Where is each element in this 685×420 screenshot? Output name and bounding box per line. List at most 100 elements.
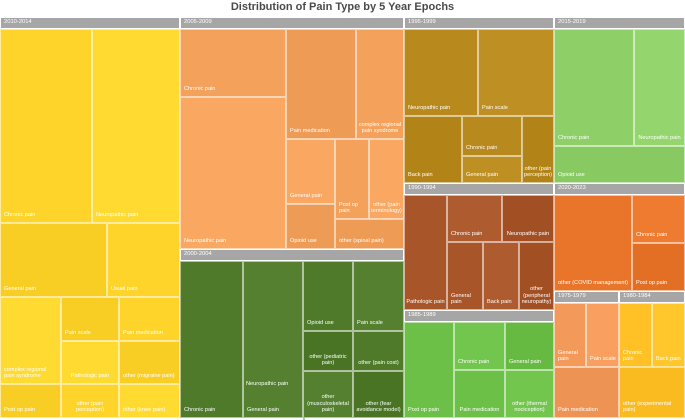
tile-label: Chronic pain: [184, 86, 216, 93]
treemap-tile: General pain: [0, 223, 107, 297]
tile-label: Pain medication: [459, 407, 500, 414]
treemap-tile: Chronic pain: [554, 29, 634, 146]
treemap-tile: General pain: [554, 303, 586, 367]
treemap-tile: Post op pain: [0, 384, 61, 418]
treemap-tile: other (peripheral neuropathy): [519, 242, 554, 310]
tile-label: General pain: [466, 172, 499, 179]
epoch-header: 2020-2023: [554, 183, 685, 195]
tile-label: Neuropathic pain: [408, 105, 451, 112]
chart-title: Distribution of Pain Type by 5 Year Epoc…: [230, 1, 455, 13]
treemap-tile: other (fear avoidance model): [353, 371, 404, 418]
tile-label: other (COVID management): [558, 280, 628, 287]
tile-label: Post op pain: [339, 201, 358, 215]
epoch-header: 1980-1984: [619, 291, 685, 303]
tile-label: Back pain: [408, 172, 433, 179]
tile-label: Chronic pain: [184, 407, 216, 414]
tile-label: complex regional pain syndrome: [358, 121, 402, 135]
treemap-tile: Chronic pain: [619, 303, 652, 367]
tile-label: other (musculoskeletal pain): [307, 394, 349, 414]
treemap-tile: Opioid use: [286, 204, 335, 249]
epoch-header: 1985-1989: [404, 310, 554, 322]
treemap-tile: Chronic pain: [447, 195, 502, 242]
tile-label: Opioid use: [307, 320, 334, 327]
treemap-tile: other (spinal pain): [335, 219, 404, 249]
epoch-header: 2010-2014: [0, 17, 180, 29]
treemap-tile: Opioid use: [554, 146, 685, 183]
tile-label: Chronic pain: [451, 231, 483, 238]
treemap-tile: Post op pain: [335, 139, 369, 219]
tile-label: other (pain terminology): [371, 201, 402, 215]
treemap-tile: Neuropathic pain: [92, 29, 180, 223]
tile-label: Opioid use: [290, 238, 317, 245]
treemap-tile: Post op pain: [632, 243, 685, 291]
tile-label: other (peripheral neuropathy): [521, 286, 552, 306]
treemap-tile: other (pain terminology): [369, 139, 404, 219]
epoch-header: 1975-1979: [554, 291, 619, 303]
treemap-tile: Opioid use: [303, 261, 353, 331]
treemap-tile: other (pediatric pain): [303, 331, 353, 371]
treemap-tile: other (pain perception): [61, 384, 119, 418]
treemap-tile: Pain scale: [478, 29, 554, 116]
tile-label: Chronic pain: [623, 349, 643, 363]
tile-label: Neuropathic pain: [638, 135, 681, 142]
tile-label: Neuropathic pain: [96, 212, 139, 219]
tile-label: Back pain: [656, 356, 681, 363]
treemap-tile: General pain: [286, 139, 335, 204]
tile-label: Post op pain: [4, 407, 36, 414]
treemap-tile: Chronic pain: [462, 116, 522, 156]
treemap-tile: other (knee pain): [119, 384, 180, 418]
treemap-tile: Chronic pain: [632, 195, 685, 243]
tile-label: other (spinal pain): [339, 238, 384, 245]
tile-label: Post op pain: [408, 407, 440, 414]
tile-label: Pain medication: [558, 407, 598, 414]
treemap-tile: General pain: [505, 322, 554, 370]
treemap-tile: Chronic pain: [0, 29, 92, 223]
treemap-tile: Neuropathic pain: [634, 29, 685, 146]
tile-label: Pain scale: [65, 330, 91, 337]
tile-label: Opioid use: [558, 172, 585, 179]
tile-label: General pain: [558, 349, 578, 363]
treemap-tile: Back pain: [404, 116, 462, 183]
treemap-tile: Neuropathic pain: [243, 361, 303, 391]
tile-label: Chronic pain: [558, 135, 590, 142]
tile-label: Pain scale: [590, 356, 616, 363]
treemap-tile: Pain scale: [61, 297, 119, 341]
tile-label: Pain scale: [357, 320, 383, 327]
treemap-tile: other (migraine pain): [119, 341, 180, 384]
tile-label: Pain scale: [482, 105, 508, 112]
treemap-tile: other (experimental pain): [619, 367, 685, 418]
tile-label: General pain: [247, 407, 280, 414]
tile-label: Pathologic pain: [70, 373, 110, 380]
treemap-tile: Pain scale: [353, 261, 404, 331]
treemap-tile: Pain medication: [554, 367, 619, 418]
tile-label: Chronic pain: [466, 145, 498, 152]
tile-label: General pain: [451, 292, 471, 306]
treemap-tile: other (COVID management): [554, 195, 632, 291]
tile-label: Usual pain: [111, 286, 138, 293]
treemap-tile: Pain medication: [119, 297, 180, 341]
tile-label: Pathologic pain: [406, 299, 445, 306]
tile-label: General pain: [509, 359, 542, 366]
epoch-header: 2015-2019: [554, 17, 685, 29]
tile-label: Neuropathic pain: [506, 231, 550, 238]
treemap-tile: complex regional pain syndrome: [356, 29, 404, 139]
treemap-tile: other (pain cost): [353, 331, 404, 371]
treemap-tile: Neuropathic pain: [502, 195, 554, 242]
treemap-tile: Neuropathic pain: [404, 29, 478, 116]
treemap-tile: General pain: [243, 261, 303, 418]
tile-label: Pain medication: [290, 128, 330, 135]
treemap-tile: Back pain: [652, 303, 685, 367]
epoch-header: 1990-1994: [404, 183, 554, 195]
tile-label: General pain: [290, 193, 323, 200]
tile-label: other (pain perception): [524, 165, 552, 179]
tile-label: Neuropathic pain: [184, 238, 227, 245]
treemap-tile: Usual pain: [107, 223, 180, 297]
tile-label: Chronic pain: [458, 359, 490, 366]
tile-label: Chronic pain: [636, 232, 668, 239]
epoch-header: 2005-2009: [180, 17, 404, 29]
treemap-tile: Pain medication: [454, 370, 505, 418]
tile-label: other (pediatric pain): [309, 353, 347, 367]
treemap-tile: Chronic pain: [180, 29, 286, 97]
treemap-tile: Chronic pain: [454, 322, 505, 370]
tile-label: other (pain perception): [76, 400, 104, 414]
